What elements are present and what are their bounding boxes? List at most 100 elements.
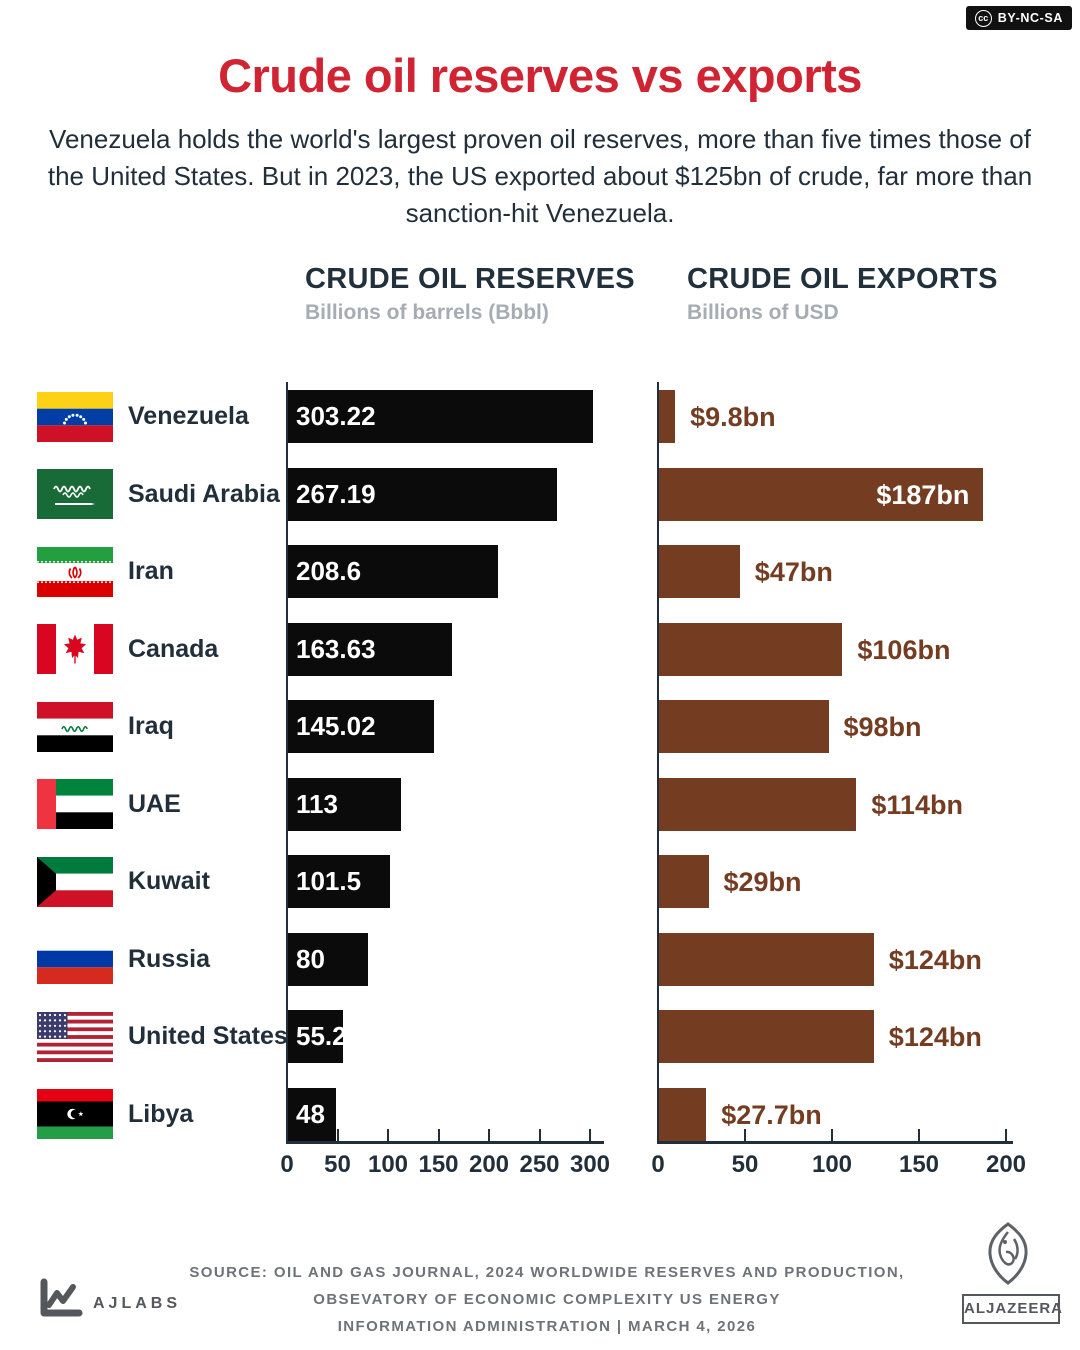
country-label: United States — [128, 1022, 288, 1050]
reserves-tick — [589, 1129, 591, 1141]
country-label: Libya — [128, 1099, 194, 1128]
exports-value-label: $29bn — [723, 867, 802, 897]
reserves-chart-subtitle: Billions of barrels (Bbbl) — [305, 301, 549, 324]
exports-tick-label: 200 — [985, 1151, 1027, 1178]
country-label: Canada — [128, 634, 219, 663]
exports-value-label: $124bn — [888, 944, 982, 975]
country-label: Iran — [128, 557, 174, 585]
reserves-value-label: 55.2 — [296, 1021, 347, 1051]
reserves-axis-line — [286, 1141, 604, 1144]
exports-chart-title: CRUDE OIL EXPORTS — [687, 263, 998, 295]
exports-tick-label: 100 — [811, 1151, 853, 1178]
reserves-bar: 163.63 — [287, 622, 453, 676]
exports-value-label: $114bn — [871, 789, 963, 820]
reserves-tick-label: 100 — [367, 1151, 409, 1178]
flag-saudi-arabia-icon — [37, 469, 113, 519]
reserves-bar: 55.2 — [287, 1010, 347, 1063]
cc-license-badge: cc BY-NC-SA — [965, 6, 1072, 30]
exports-value-label: $187bn — [876, 479, 970, 510]
reserves-chart-header: CRUDE OIL RESERVES Billions of barrels (… — [305, 263, 635, 325]
exports-bar — [658, 932, 874, 986]
reserves-value-label: 113 — [296, 788, 338, 819]
reserves-value-label: 101.5 — [296, 866, 362, 896]
reserves-chart-title: CRUDE OIL RESERVES — [305, 263, 635, 295]
flag-kuwait-icon — [37, 856, 113, 907]
reserves-tick — [538, 1129, 541, 1141]
reserves-bar: 113 — [287, 777, 402, 831]
exports-tick — [918, 1129, 920, 1141]
reserves-tick-label: 0 — [280, 1151, 294, 1178]
flag-canada-icon — [37, 624, 113, 674]
country-label: Iraq — [128, 712, 174, 740]
source-line-2: OBSEVATORY OF ECONOMIC COMPLEXITY US ENE… — [313, 1291, 781, 1308]
country-label: Kuwait — [128, 867, 210, 895]
ajlabs-chart-icon — [40, 1278, 83, 1317]
reserves-baseline — [286, 382, 288, 1144]
exports-bar — [658, 545, 740, 598]
reserves-tick — [488, 1129, 490, 1141]
exports-chart-subtitle: Billions of USD — [687, 301, 839, 324]
reserves-tick-label: 250 — [519, 1151, 560, 1178]
exports-value-label: $124bn — [888, 1022, 982, 1052]
ajlabs-logo: AJLABS — [38, 1278, 181, 1320]
exports-bar — [658, 855, 709, 908]
flag-uae-icon — [37, 779, 113, 829]
exports-value-label: $27.7bn — [721, 1099, 822, 1130]
exports-axis-line — [657, 1141, 1013, 1144]
aljazeera-flame-icon — [988, 1222, 1028, 1285]
flag-russia-icon — [37, 934, 113, 984]
reserves-value-label: 267.19 — [296, 478, 376, 509]
exports-bar — [658, 390, 676, 443]
reserves-bar: 101.5 — [287, 855, 390, 908]
flag-iran-icon — [37, 546, 113, 597]
source-line-1: SOURCE: OIL AND GAS JOURNAL, 2024 WORLDW… — [189, 1264, 905, 1281]
reserves-value-label: 48 — [296, 1098, 325, 1129]
country-label: UAE — [128, 789, 181, 818]
reserves-bar: 80 — [287, 932, 368, 986]
exports-chart-header: CRUDE OIL EXPORTS Billions of USD — [687, 263, 998, 325]
exports-value-label: $47bn — [754, 557, 833, 587]
exports-bar — [658, 1087, 707, 1141]
country-label: Russia — [128, 944, 210, 973]
flag-venezuela-icon — [37, 391, 113, 442]
reserves-value-label: 303.22 — [296, 401, 376, 431]
flag-iraq-icon — [37, 701, 113, 752]
reserves-tick-label: 50 — [324, 1151, 351, 1178]
reserves-tick — [437, 1129, 440, 1141]
exports-value-label: $98bn — [843, 712, 922, 742]
reserves-tick — [387, 1129, 389, 1141]
page-title: Crude oil reserves vs exports — [218, 49, 862, 102]
reserves-tick-label: 300 — [569, 1151, 611, 1178]
reserves-value-label: 80 — [296, 943, 325, 974]
source-note: SOURCE: OIL AND GAS JOURNAL, 2024 WORLDW… — [140, 1259, 954, 1340]
exports-value-label: $9.8bn — [690, 402, 776, 432]
reserves-tick — [336, 1129, 339, 1141]
exports-tick — [1005, 1129, 1007, 1141]
aljazeera-logo: ALJAZEERA — [962, 1294, 1062, 1324]
cc-license-label: BY-NC-SA — [997, 11, 1063, 25]
exports-tick-label: 0 — [651, 1151, 665, 1178]
reserves-bar: 208.6 — [287, 545, 498, 598]
reserves-tick — [286, 1129, 288, 1141]
exports-tick-label: 50 — [731, 1151, 759, 1178]
exports-bar — [658, 622, 843, 676]
reserves-bar: 48 — [287, 1087, 336, 1141]
reserves-bar: 303.22 — [287, 390, 594, 443]
reserves-bar: 145.02 — [287, 700, 434, 753]
ajlabs-label: AJLABS — [93, 1295, 182, 1312]
page-subtitle: Venezuela holds the world's largest prov… — [47, 124, 1033, 228]
reserves-value-label: 145.02 — [296, 711, 376, 741]
exports-bar: $187bn — [658, 467, 984, 521]
exports-bar — [658, 777, 857, 831]
country-label: Venezuela — [128, 402, 249, 430]
exports-tick — [744, 1129, 746, 1141]
exports-bar — [658, 1010, 874, 1063]
exports-tick-label: 150 — [898, 1151, 940, 1178]
cc-icon: cc — [974, 9, 992, 27]
reserves-tick-label: 150 — [418, 1151, 459, 1178]
exports-tick — [657, 1129, 659, 1141]
exports-bar — [658, 700, 829, 753]
flag-libya-icon — [37, 1089, 113, 1139]
exports-tick — [831, 1129, 833, 1141]
